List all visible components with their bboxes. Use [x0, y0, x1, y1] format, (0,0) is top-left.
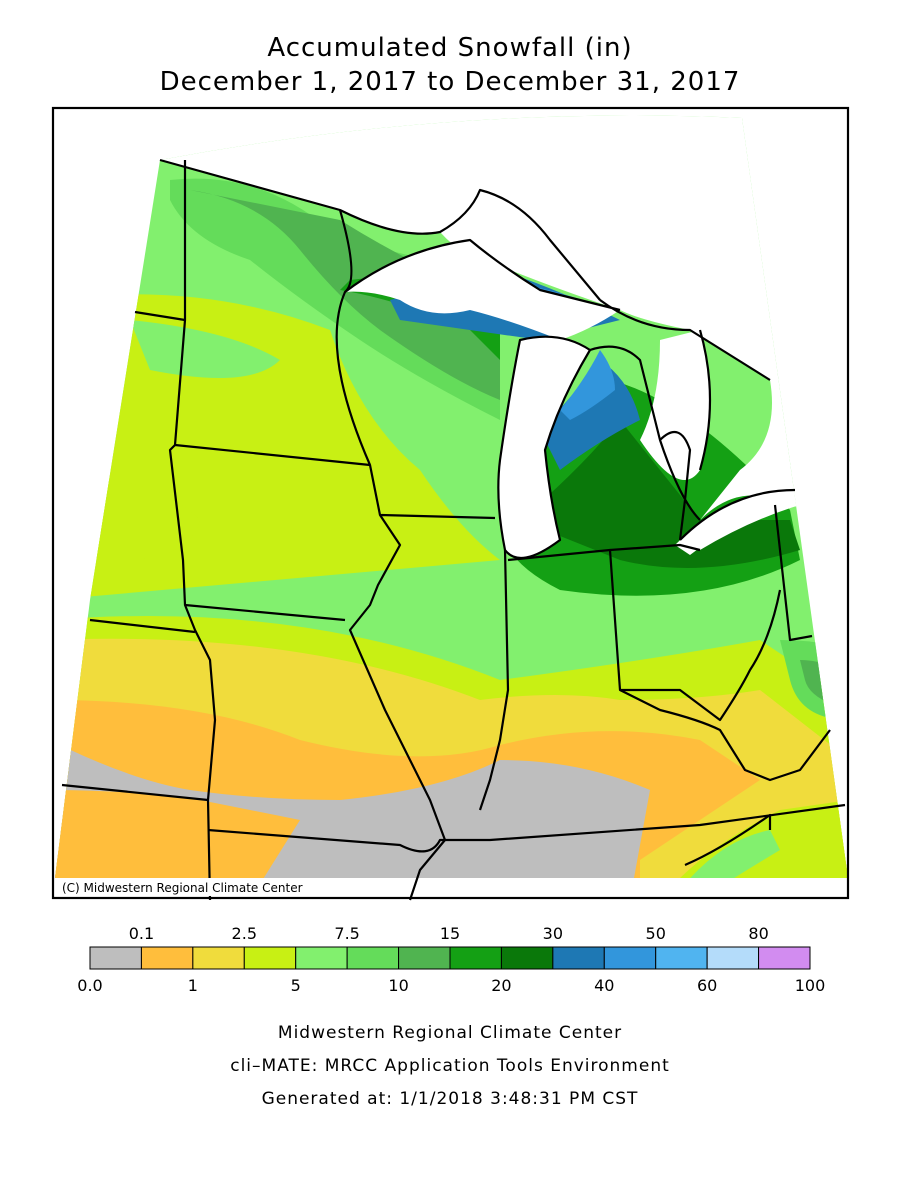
boundaries — [61, 158, 846, 901]
legend-swatch — [346, 946, 400, 970]
credit-box — [56, 878, 338, 896]
legend-swatch — [655, 946, 708, 970]
legend-swatch — [500, 946, 554, 970]
legend-swatch — [243, 946, 297, 970]
legend-label: 0.0 — [77, 976, 102, 995]
legend-label: 100 — [795, 976, 826, 995]
legend-swatch — [449, 946, 502, 970]
legend-swatch — [295, 946, 348, 970]
map-frame — [51, 106, 850, 900]
legend-swatch — [140, 946, 194, 970]
legend-swatch — [706, 946, 760, 970]
legend-label: 15 — [440, 924, 460, 943]
legend-label: 60 — [697, 976, 717, 995]
legend-label: 7.5 — [334, 924, 359, 943]
legend-label: 80 — [748, 924, 768, 943]
legend-label: 5 — [291, 976, 301, 995]
subtitle: December 1, 2017 to December 31, 2017 — [160, 67, 741, 97]
legend-swatch — [603, 946, 657, 970]
color-legend: 0.0 0.1 1 2.5 5 7.5 10 15 20 30 40 50 60 80 100 — [77, 924, 825, 995]
footer-line: cli–MATE: MRCC Application Tools Environ… — [230, 1056, 670, 1076]
credit: (C) Midwestern Regional Climate Center — [62, 881, 303, 895]
legend-label: 30 — [543, 924, 563, 943]
footer-line: Generated at: 1/1/2018 3:48:31 PM CST — [262, 1089, 639, 1109]
legend-label: 40 — [594, 976, 614, 995]
legend-swatch — [552, 946, 605, 970]
legend-swatch — [192, 946, 245, 970]
legend-swatch — [89, 946, 142, 970]
legend-label: 20 — [491, 976, 511, 995]
legend-label: 10 — [388, 976, 408, 995]
legend-label: 2.5 — [232, 924, 257, 943]
map — [55, 115, 848, 878]
title: Accumulated Snowfall (in) — [267, 33, 632, 63]
legend-label: 50 — [646, 924, 666, 943]
legend-label: 0.1 — [129, 924, 154, 943]
legend-swatch — [758, 946, 811, 970]
legend-label: 1 — [188, 976, 198, 995]
footer-line: Midwestern Regional Climate Center — [278, 1023, 622, 1043]
legend-swatch — [398, 946, 451, 970]
